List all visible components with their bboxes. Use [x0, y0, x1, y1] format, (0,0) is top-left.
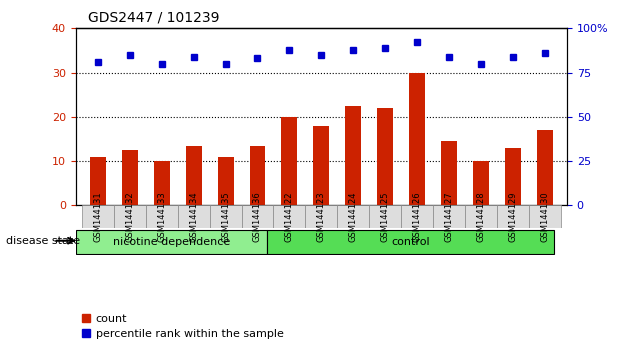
Text: GSM144135: GSM144135 — [221, 192, 230, 242]
Bar — [409, 73, 425, 205]
Text: nicotine dependence: nicotine dependence — [113, 236, 230, 247]
Text: GSM144128: GSM144128 — [476, 192, 485, 242]
Text: GSM144132: GSM144132 — [125, 192, 134, 242]
FancyBboxPatch shape — [529, 205, 561, 228]
Bar — [441, 141, 457, 205]
FancyBboxPatch shape — [306, 205, 337, 228]
FancyBboxPatch shape — [433, 205, 465, 228]
FancyBboxPatch shape — [497, 205, 529, 228]
Text: GSM144123: GSM144123 — [317, 192, 326, 242]
FancyBboxPatch shape — [82, 205, 114, 228]
FancyBboxPatch shape — [76, 230, 267, 253]
Text: GSM144122: GSM144122 — [285, 192, 294, 242]
Bar — [186, 145, 202, 205]
Bar — [537, 130, 553, 205]
FancyBboxPatch shape — [465, 205, 497, 228]
Text: GSM144133: GSM144133 — [158, 192, 166, 242]
Text: GDS2447 / 101239: GDS2447 / 101239 — [88, 11, 220, 25]
FancyBboxPatch shape — [267, 230, 554, 253]
FancyBboxPatch shape — [114, 205, 146, 228]
Bar — [90, 156, 106, 205]
Bar — [122, 150, 138, 205]
Text: GSM144127: GSM144127 — [444, 192, 454, 242]
Bar — [217, 156, 234, 205]
FancyBboxPatch shape — [273, 205, 306, 228]
Bar — [282, 117, 297, 205]
Text: GSM144134: GSM144134 — [189, 192, 198, 242]
Text: GSM144126: GSM144126 — [413, 192, 421, 242]
FancyBboxPatch shape — [241, 205, 273, 228]
Bar — [473, 161, 489, 205]
FancyBboxPatch shape — [146, 205, 178, 228]
Text: control: control — [391, 236, 430, 247]
FancyBboxPatch shape — [178, 205, 210, 228]
Text: disease state: disease state — [6, 236, 81, 246]
Bar — [377, 108, 393, 205]
Legend: count, percentile rank within the sample: count, percentile rank within the sample — [81, 314, 284, 339]
Text: GSM144124: GSM144124 — [349, 192, 358, 242]
FancyBboxPatch shape — [369, 205, 401, 228]
Text: GSM144125: GSM144125 — [381, 192, 389, 242]
Text: GSM144130: GSM144130 — [540, 192, 549, 242]
FancyBboxPatch shape — [210, 205, 241, 228]
Text: GSM144136: GSM144136 — [253, 192, 262, 242]
Bar — [505, 148, 521, 205]
Bar — [154, 161, 169, 205]
Text: GSM144131: GSM144131 — [93, 192, 103, 242]
FancyBboxPatch shape — [401, 205, 433, 228]
Bar — [345, 106, 361, 205]
FancyBboxPatch shape — [337, 205, 369, 228]
Bar — [249, 145, 265, 205]
Bar — [313, 126, 329, 205]
Text: GSM144129: GSM144129 — [508, 192, 517, 242]
